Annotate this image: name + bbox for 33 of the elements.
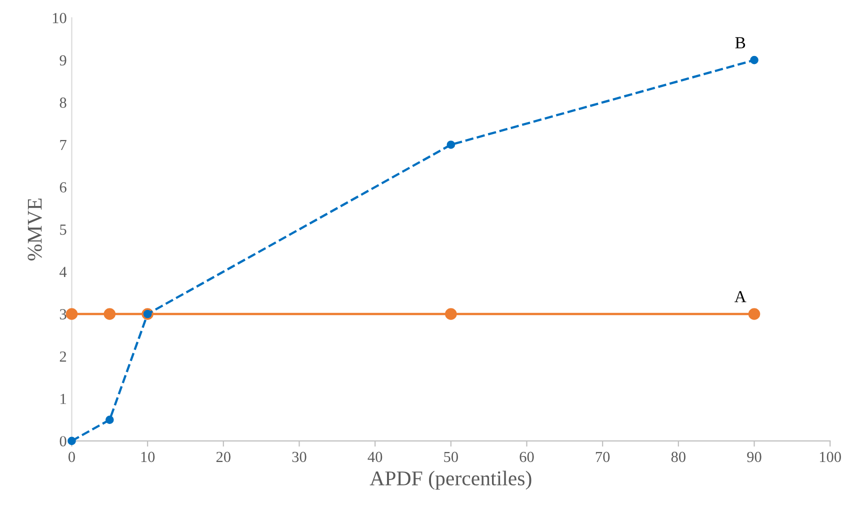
y-tick-label: 5 — [60, 224, 66, 235]
point — [445, 308, 457, 320]
x-tick-label: 30 — [292, 452, 306, 462]
x-tick-label: 100 — [820, 452, 841, 462]
point — [750, 56, 758, 64]
x-tick-label: 60 — [520, 452, 534, 462]
x-tick-label: 40 — [368, 452, 382, 462]
point — [446, 140, 456, 149]
y-tick-label: 9 — [60, 55, 66, 66]
y-tick-label: 2 — [60, 351, 66, 362]
point — [105, 416, 114, 424]
y-tick-label: 4 — [60, 266, 67, 277]
y-tick-label: 0 — [60, 436, 66, 446]
x-tick-label: 50 — [444, 452, 458, 462]
y-tick-label: 3 — [60, 309, 66, 320]
series-label: A — [734, 291, 746, 302]
y-axis-title: %MVE — [28, 198, 42, 260]
x-tick-label: 90 — [747, 452, 762, 462]
point — [104, 308, 116, 320]
point — [66, 308, 78, 320]
x-tick-label: 10 — [141, 452, 155, 462]
point — [748, 308, 760, 320]
x-tick-label: 80 — [671, 452, 686, 462]
y-tick-label: 7 — [60, 140, 66, 150]
x-tick-label: 0 — [68, 452, 75, 462]
x-axis-title: APDF (percentiles) — [370, 470, 532, 490]
series-label: B — [735, 37, 746, 48]
y-tick-label: 1 — [60, 394, 66, 404]
y-tick-label: 6 — [60, 182, 66, 192]
x-tick-label: 20 — [216, 452, 230, 462]
x-tick-label: 70 — [596, 452, 610, 462]
y-tick-label: 10 — [52, 12, 66, 24]
y-tick-label: 8 — [60, 98, 66, 108]
